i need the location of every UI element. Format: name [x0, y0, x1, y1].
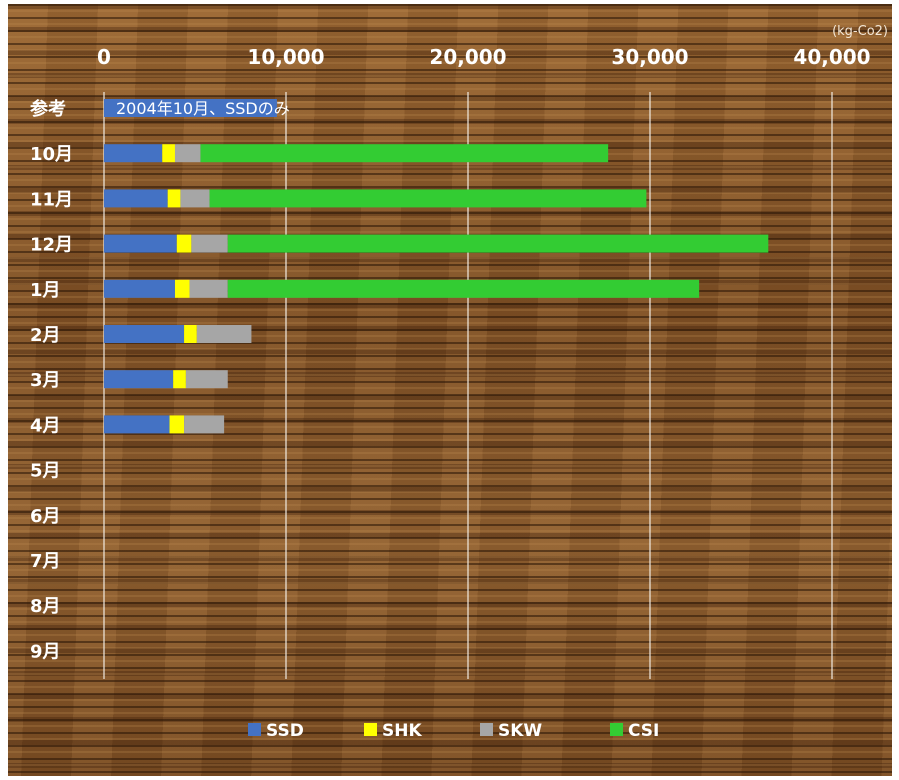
legend-swatch: [364, 723, 377, 736]
bar-ssd: [104, 189, 168, 208]
category-label: 3月: [30, 370, 61, 391]
bar-ssd: [104, 370, 174, 389]
category-label: 2月: [30, 325, 61, 346]
category-label: 参考: [30, 98, 66, 120]
bar-ssd: [104, 325, 185, 343]
bar-skw: [184, 415, 225, 434]
bar-skw: [196, 325, 252, 343]
x-tick-label: 20,000: [429, 45, 506, 69]
x-tick-label: 10,000: [247, 45, 324, 69]
bar-shk: [173, 370, 186, 389]
bar-skw: [180, 189, 210, 208]
x-tick-label: 30,000: [611, 45, 688, 69]
x-tick-label: 0: [97, 45, 111, 69]
legend-label: CSI: [628, 721, 659, 741]
category-label: 1月: [30, 280, 61, 301]
chart-frame: 0 10,000 20,000 30,000 40,000 参考 10月 11月 12月 1月 2月…: [8, 4, 892, 776]
category-label: 4月: [30, 415, 61, 436]
category-label: 7月: [30, 551, 61, 572]
category-label: 12月: [30, 235, 73, 256]
legend-label: SKW: [498, 721, 542, 741]
bar-shk: [167, 189, 181, 208]
category-label: 8月: [30, 596, 61, 617]
legend-label: SHK: [382, 721, 422, 741]
legend-swatch: [480, 723, 493, 736]
legend-swatch: [610, 723, 623, 736]
bar-skw: [191, 234, 228, 253]
unit-label: (kg-Co2): [832, 24, 888, 39]
category-label: 5月: [30, 461, 61, 482]
bar-ssd: [104, 99, 277, 117]
bar-ssd: [104, 415, 170, 434]
category-label: 6月: [30, 506, 61, 527]
category-label: 11月: [30, 189, 73, 210]
bar-skw: [174, 144, 201, 163]
x-tick-label: 40,000: [793, 45, 870, 69]
bar-shk: [162, 144, 175, 163]
labels: 0 10,000 20,000 30,000 40,000 参考 10月 11月 12月 1月 2月…: [30, 45, 871, 662]
legend-label: SSD: [266, 721, 304, 741]
stacked-bar-chart: 0 10,000 20,000 30,000 40,000 参考 10月 11月 12月 1月 2月…: [30, 24, 888, 741]
bar-csi: [200, 144, 609, 163]
bar-csi: [209, 189, 647, 208]
bar-shk: [169, 415, 185, 434]
bars: [104, 99, 769, 434]
category-label: 9月: [30, 641, 61, 662]
bar-shk: [174, 279, 190, 298]
bar-csi: [227, 234, 769, 253]
bar-annotation: 2004年10月、SSDのみ: [116, 99, 290, 118]
bar-skw: [189, 279, 228, 298]
legend: SSD SHK SKW CSI: [248, 721, 659, 741]
bar-ssd: [104, 234, 177, 253]
bar-csi: [227, 279, 700, 298]
bar-ssd: [104, 144, 163, 163]
bar-shk: [184, 325, 197, 343]
bar-ssd: [104, 279, 175, 298]
bar-skw: [185, 370, 228, 389]
bar-shk: [176, 234, 192, 253]
category-label: 10月: [30, 144, 73, 165]
legend-swatch: [248, 723, 261, 736]
